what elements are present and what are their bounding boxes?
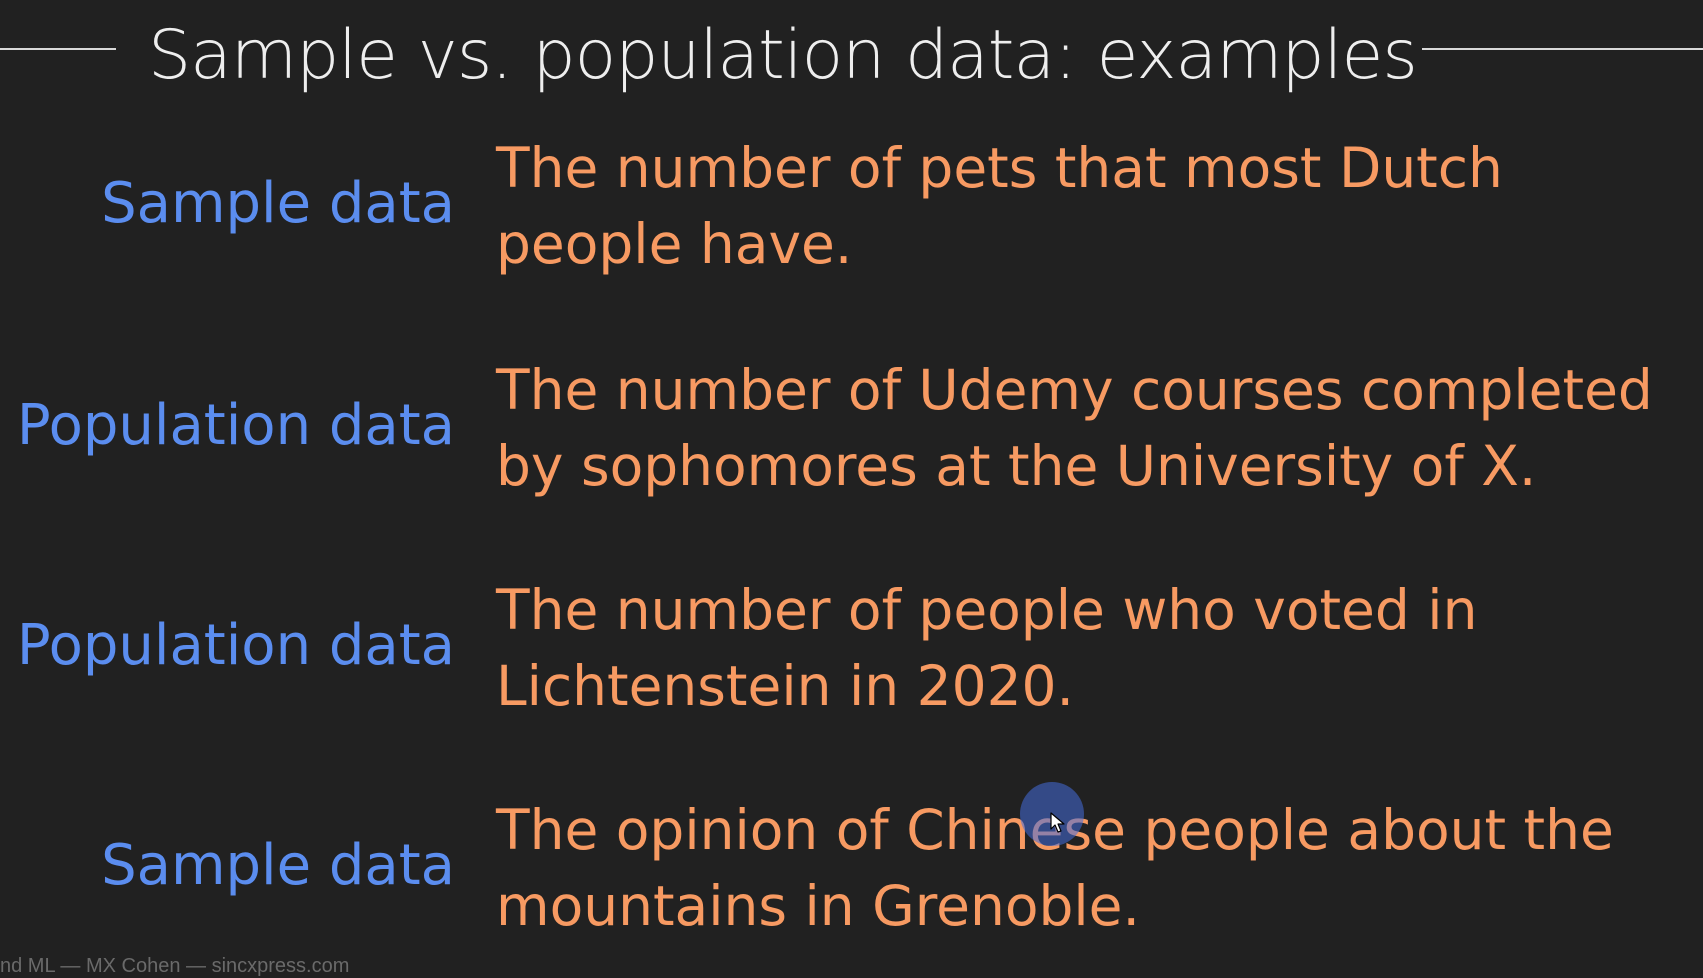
row-label: Population data (16, 393, 455, 458)
title-rule-right (1422, 48, 1703, 50)
row-label: Population data (16, 613, 455, 678)
row-label: Sample data (101, 171, 455, 236)
row-text: The opinion of Chinese people about the … (496, 798, 1614, 938)
slide-title: Sample vs. population data: examples (148, 16, 1418, 95)
example-row: Population data The number of people who… (0, 572, 1703, 742)
row-text: The number of pets that most Dutch peopl… (496, 136, 1503, 276)
example-row: Population data The number of Udemy cour… (0, 352, 1703, 522)
row-text: The number of people who voted in Lichte… (496, 578, 1478, 718)
row-text: The number of Udemy courses completed by… (496, 358, 1653, 498)
title-rule-left (0, 48, 116, 50)
mouse-pointer-icon (1050, 812, 1065, 833)
slide-footer: nd ML — MX Cohen — sincxpress.com (0, 955, 350, 977)
example-row: Sample data The opinion of Chinese peopl… (0, 792, 1703, 962)
example-row: Sample data The number of pets that most… (0, 130, 1703, 300)
row-label: Sample data (101, 833, 455, 898)
